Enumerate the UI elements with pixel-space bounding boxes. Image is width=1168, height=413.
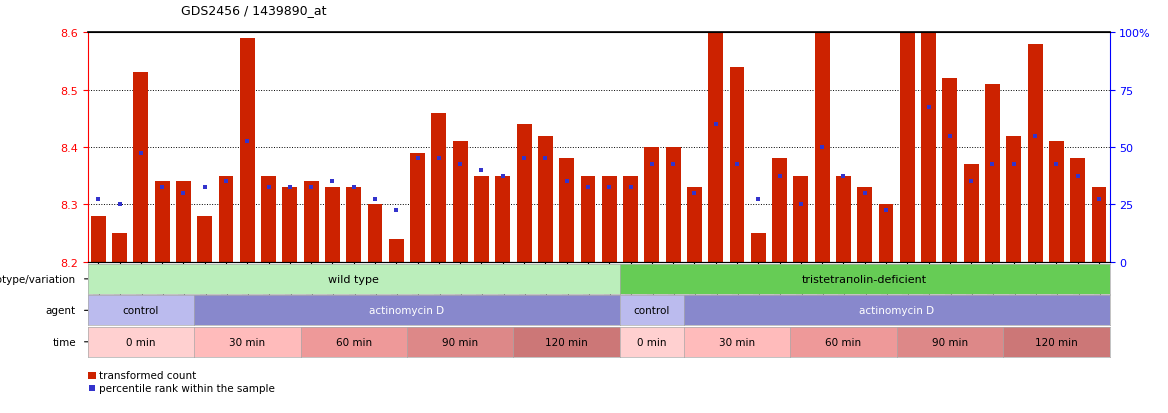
Bar: [389, 239, 404, 262]
Bar: [304, 182, 319, 262]
Text: control: control: [634, 306, 670, 316]
Bar: [410, 153, 425, 262]
Bar: [218, 176, 234, 262]
Text: tristetrапolin-deficient: tristetrапolin-deficient: [802, 274, 927, 284]
Text: percentile rank within the sample: percentile rank within the sample: [99, 383, 274, 393]
Bar: [580, 176, 596, 262]
Bar: [708, 0, 723, 262]
Text: control: control: [123, 306, 159, 316]
Bar: [899, 0, 915, 262]
Bar: [133, 73, 148, 262]
Bar: [262, 176, 276, 262]
Bar: [239, 39, 255, 262]
Bar: [1049, 142, 1064, 262]
Bar: [922, 5, 936, 262]
Text: actinomycin D: actinomycin D: [369, 306, 445, 316]
Bar: [793, 176, 808, 262]
Text: 90 min: 90 min: [443, 337, 478, 347]
Bar: [516, 125, 531, 262]
Bar: [112, 234, 127, 262]
Text: 0 min: 0 min: [637, 337, 667, 347]
Bar: [857, 188, 872, 262]
Bar: [91, 216, 105, 262]
Bar: [431, 113, 446, 262]
Bar: [346, 188, 361, 262]
Text: 120 min: 120 min: [1035, 337, 1078, 347]
Bar: [154, 182, 169, 262]
Text: 30 min: 30 min: [229, 337, 265, 347]
Text: 120 min: 120 min: [545, 337, 588, 347]
Text: 60 min: 60 min: [335, 337, 371, 347]
Bar: [815, 0, 829, 262]
Bar: [538, 136, 552, 262]
Bar: [1028, 45, 1043, 262]
Bar: [325, 188, 340, 262]
Bar: [666, 147, 681, 262]
Bar: [495, 176, 510, 262]
Text: 90 min: 90 min: [932, 337, 968, 347]
Bar: [602, 176, 617, 262]
Bar: [474, 176, 489, 262]
Bar: [1007, 136, 1021, 262]
Bar: [453, 142, 467, 262]
Bar: [1070, 159, 1085, 262]
Text: 0 min: 0 min: [126, 337, 155, 347]
Text: 60 min: 60 min: [826, 337, 862, 347]
Text: agent: agent: [46, 306, 76, 316]
Bar: [985, 85, 1000, 262]
Text: genotype/variation: genotype/variation: [0, 274, 76, 284]
Bar: [88, 372, 96, 379]
Bar: [964, 165, 979, 262]
Text: transformed count: transformed count: [99, 370, 196, 380]
Text: GDS2456 / 1439890_at: GDS2456 / 1439890_at: [181, 4, 327, 17]
Text: wild type: wild type: [328, 274, 380, 284]
Bar: [645, 147, 659, 262]
Text: 30 min: 30 min: [719, 337, 755, 347]
Bar: [1092, 188, 1106, 262]
Text: actinomycin D: actinomycin D: [860, 306, 934, 316]
Bar: [836, 176, 851, 262]
Bar: [559, 159, 575, 262]
Bar: [368, 205, 382, 262]
Bar: [687, 188, 702, 262]
Bar: [943, 79, 958, 262]
Bar: [878, 205, 894, 262]
Text: time: time: [53, 337, 76, 347]
Bar: [772, 159, 787, 262]
Bar: [176, 182, 190, 262]
Bar: [751, 234, 766, 262]
Bar: [283, 188, 298, 262]
Bar: [730, 67, 744, 262]
Bar: [197, 216, 213, 262]
Bar: [623, 176, 638, 262]
